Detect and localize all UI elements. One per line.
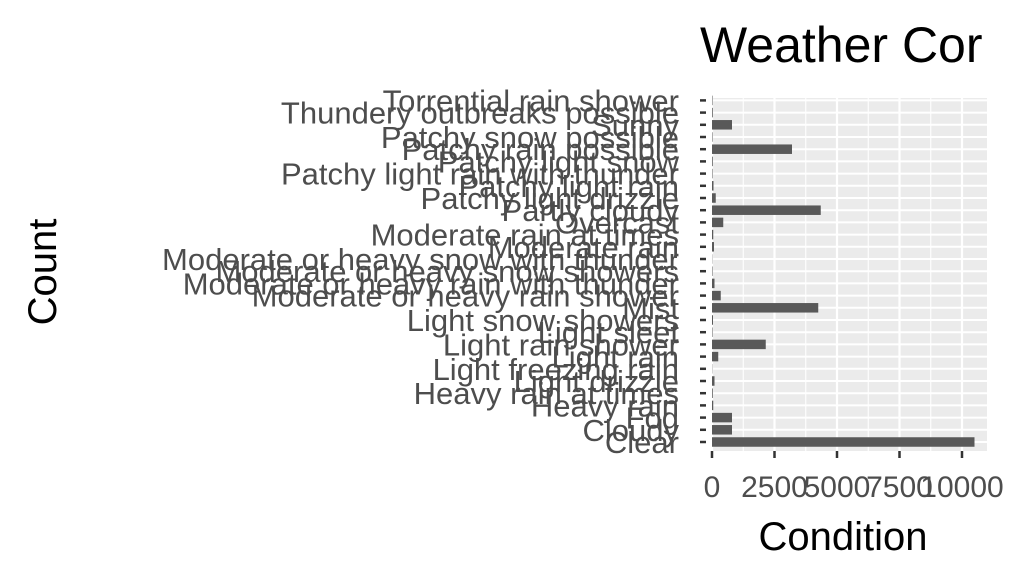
x-tick-label: 10000: [920, 471, 1003, 504]
bar: [712, 181, 714, 191]
chart-title: Weather Cor: [700, 17, 983, 73]
bar: [712, 229, 714, 240]
bar: [712, 327, 713, 337]
y-tick-label: Patchy light rain: [458, 169, 679, 204]
plot-panel: [712, 98, 987, 451]
y-tick-label: Heavy rain at times: [414, 376, 679, 411]
y-tick-label: Cloudy: [583, 413, 680, 448]
y-tick-label: Light freezing rain: [433, 352, 679, 387]
bar: [712, 95, 713, 106]
bar: [712, 376, 715, 386]
y-tick-label: Torrential rain shower: [383, 83, 679, 118]
bar: [712, 303, 819, 313]
y-tick-label: Sunny: [591, 108, 679, 143]
y-tick-label: Patchy light drizzle: [421, 181, 679, 216]
bar: [712, 168, 713, 179]
y-axis-title: Count: [21, 219, 65, 326]
bar: [712, 339, 766, 350]
x-axis-ticks: [710, 451, 964, 458]
bar: [712, 290, 721, 301]
y-tick-label: Patchy light snow: [438, 144, 680, 179]
y-tick-label: Moderate rain at times: [371, 218, 679, 253]
bar: [712, 266, 713, 276]
y-tick-label: Moderate or heavy rain shower: [252, 279, 679, 314]
bar: [712, 425, 732, 435]
bar: [712, 412, 732, 423]
x-tick-label: 0: [704, 471, 721, 504]
y-tick-label: Clear: [605, 425, 679, 460]
bar: [712, 278, 715, 289]
y-tick-label: Moderate or heavy snow with thunder: [162, 242, 679, 277]
bar: [712, 400, 714, 411]
y-tick-label: Light sleet: [538, 315, 680, 350]
y-tick-label: Patchy light rain with thunder: [281, 157, 679, 192]
bar: [712, 107, 713, 118]
x-tick-label: 2500: [741, 471, 808, 504]
y-tick-label: Moderate rain: [488, 230, 679, 265]
y-tick-label: Heavy rain: [531, 388, 679, 423]
y-tick-label: Light drizzle: [514, 364, 679, 399]
y-tick-label: Patchy rain possible: [402, 132, 679, 167]
y-axis-ticks: [700, 99, 706, 444]
y-tick-label: Thundery outbreaks possible: [281, 96, 679, 131]
y-tick-label: Patchy snow possible: [381, 120, 679, 155]
bar: [712, 132, 713, 142]
y-tick-label: Moderate or heavy snow showers: [215, 254, 679, 289]
y-tick-label: Fog: [626, 401, 679, 436]
bar: [712, 156, 713, 167]
bar: [712, 388, 713, 398]
bars: [712, 95, 975, 447]
bar: [712, 120, 732, 130]
y-tick-label: Light rain shower: [443, 327, 679, 362]
y-tick-label: Mist: [622, 291, 679, 326]
bar: [712, 242, 714, 252]
x-axis-title: Condition: [758, 515, 927, 559]
x-tick-label: 5000: [804, 471, 871, 504]
x-tick-label: 7500: [866, 471, 933, 504]
bar: [712, 437, 975, 447]
y-tick-label: Overcast: [555, 205, 679, 240]
bar: [712, 217, 724, 228]
y-tick-label: Light rain: [551, 340, 679, 375]
bar: [712, 315, 713, 325]
y-tick-label: Partly cloudy: [502, 193, 680, 228]
bar: [712, 205, 821, 215]
bar: [712, 144, 792, 154]
bar: [712, 351, 719, 362]
bar: [712, 193, 716, 203]
y-tick-label: Moderate or heavy rain with thunder: [183, 266, 679, 301]
y-tick-label: Light snow showers: [407, 303, 679, 338]
